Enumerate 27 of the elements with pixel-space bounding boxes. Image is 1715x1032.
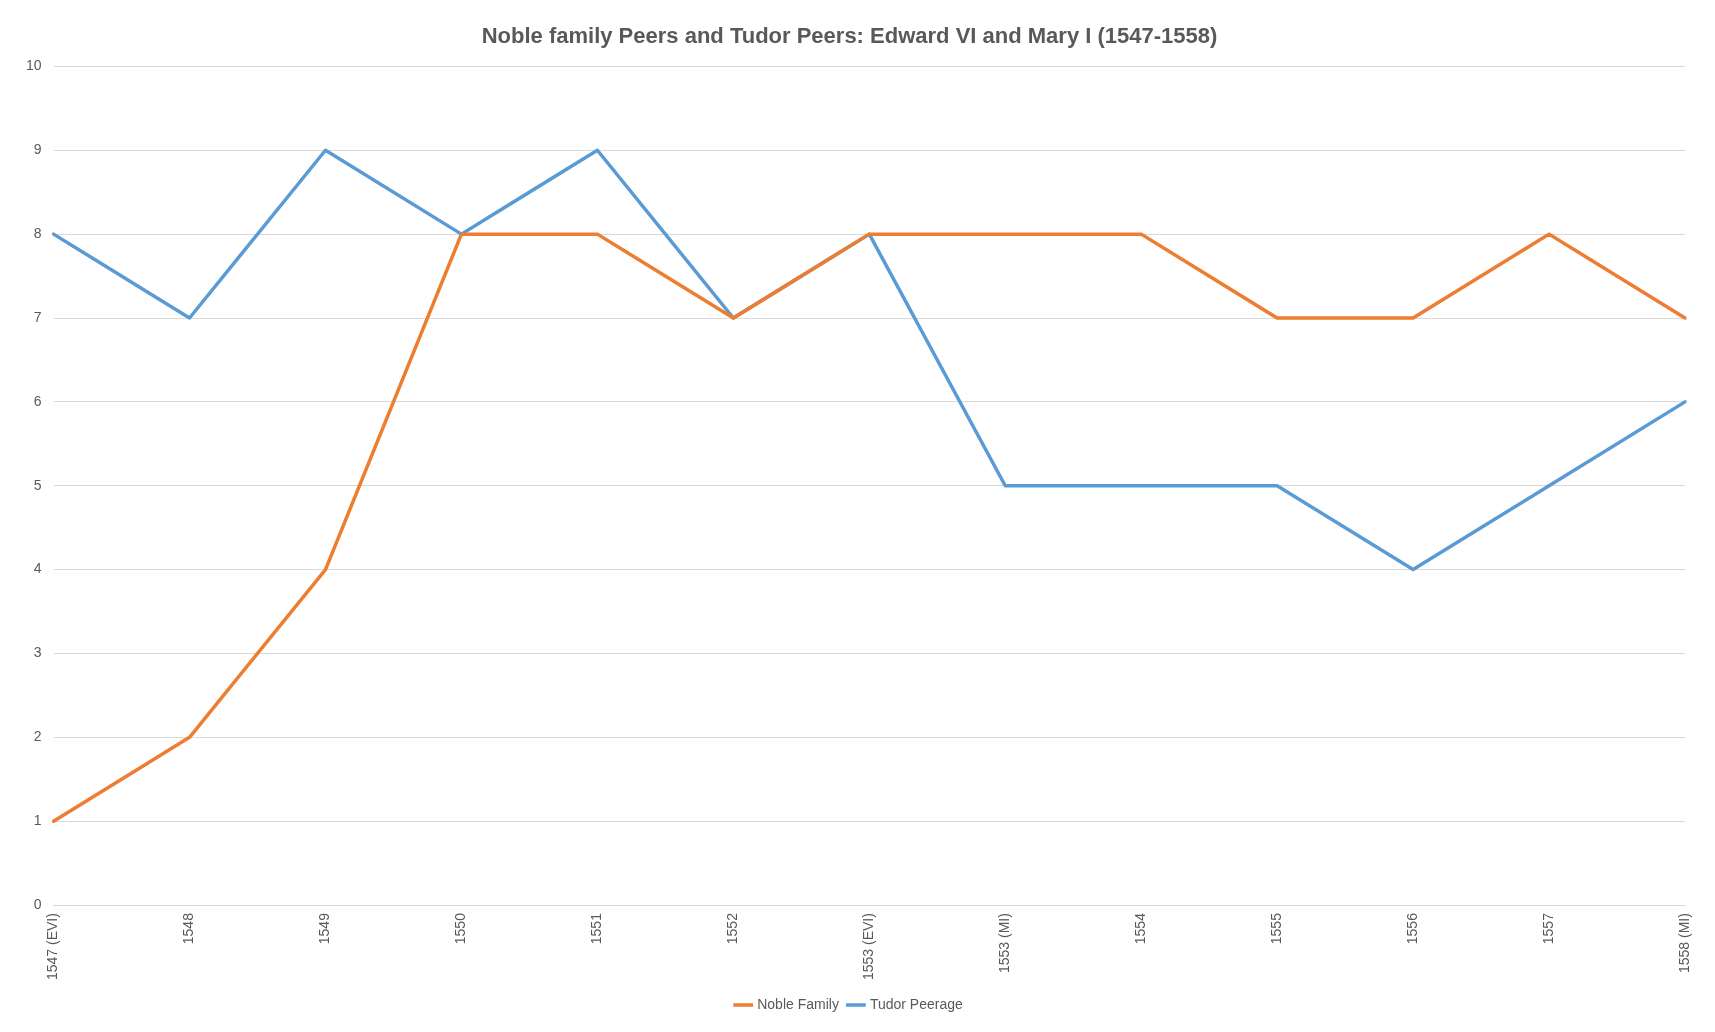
y-tick-label: 0 bbox=[33, 895, 42, 912]
y-tick-label: 6 bbox=[33, 392, 42, 409]
y-tick-label: 9 bbox=[33, 141, 42, 158]
y-tick-label: 5 bbox=[33, 476, 42, 493]
x-tick-label: 1557 bbox=[1539, 912, 1556, 945]
y-tick-label: 8 bbox=[33, 224, 42, 241]
legend-label: Tudor Peerage bbox=[869, 995, 963, 1012]
y-tick-label: 4 bbox=[33, 560, 42, 577]
x-tick-label: 1551 bbox=[588, 912, 605, 945]
x-tick-label: 1553 (MI) bbox=[996, 913, 1013, 973]
x-tick-label: 1549 bbox=[316, 912, 333, 945]
y-tick-label: 3 bbox=[33, 644, 42, 661]
x-tick-label: 1548 bbox=[180, 912, 197, 945]
legend-label: Noble Family bbox=[757, 995, 839, 1012]
y-tick-label: 7 bbox=[33, 308, 42, 325]
x-tick-label: 1550 bbox=[452, 912, 469, 945]
x-tick-label: 1552 bbox=[724, 912, 741, 945]
x-tick-label: 1547 (EVI) bbox=[44, 913, 61, 981]
x-tick-label: 1554 bbox=[1132, 912, 1149, 945]
x-tick-label: 1555 bbox=[1268, 912, 1284, 945]
x-tick-label: 1558 (MI) bbox=[1675, 913, 1692, 973]
x-tick-label: 1556 bbox=[1403, 912, 1420, 945]
y-tick-label: 2 bbox=[33, 728, 42, 745]
y-tick-label: 10 bbox=[25, 57, 42, 74]
chart-title: Noble family Peers and Tudor Peers: Edward VI and Mary I (1547-1558) bbox=[481, 23, 1218, 49]
x-tick-label: 1553 (EVI) bbox=[860, 913, 877, 981]
y-tick-label: 1 bbox=[33, 812, 42, 829]
